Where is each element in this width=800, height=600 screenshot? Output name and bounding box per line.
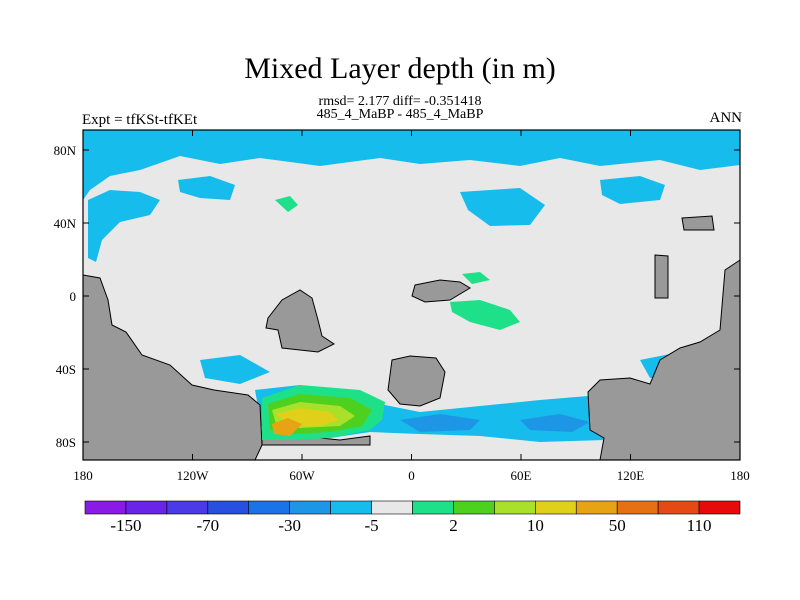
plot-title: Mixed Layer depth (in m) <box>244 52 556 85</box>
lat-tick-label: 0 <box>70 289 77 304</box>
lon-tick-label: 180 <box>730 468 750 483</box>
south-west-patch <box>200 355 270 384</box>
colorbar <box>84 500 741 515</box>
colorbar-swatch <box>453 500 495 515</box>
colorbar-label: 10 <box>526 516 544 535</box>
north-pacific-patch <box>178 176 235 200</box>
north-green-spot <box>275 196 298 212</box>
equatorial-island <box>411 279 471 303</box>
lat-tick-label: 80S <box>56 435 76 450</box>
colorbar-label: 2 <box>449 516 458 535</box>
colorbar-swatch <box>289 500 331 515</box>
subtitle: 485_4_MaBP - 485_4_MaBP <box>316 107 484 122</box>
land-masses <box>82 215 741 461</box>
lon-tick-label: 120E <box>617 468 645 483</box>
green-regions <box>275 196 520 330</box>
colorbar-swatch <box>535 500 577 515</box>
colorbar-swatch <box>698 500 741 515</box>
season-label: ANN <box>709 110 743 126</box>
ne-island <box>681 215 715 231</box>
colorbar-swatch <box>494 500 536 515</box>
central-island <box>265 289 335 353</box>
lat-tick-label: 40N <box>54 216 77 231</box>
southern-island <box>387 355 446 407</box>
stats-block: rmsd= 2.177 diff= -0.351418 485_4_MaBP -… <box>0 94 800 122</box>
lon-tick-label: 60W <box>289 468 315 483</box>
southern-blue <box>400 414 590 432</box>
north-atlantic-arm <box>88 190 160 262</box>
colorbar-swatch <box>166 500 209 515</box>
mid-north-patch <box>460 188 545 226</box>
lat-tick-label: 80N <box>54 143 77 158</box>
lon-tick-label: 60E <box>511 468 532 483</box>
colorbar-label: -70 <box>196 516 220 535</box>
colorbar-swatch <box>412 500 454 515</box>
lat-tick-label: 40S <box>56 362 76 377</box>
experiment-label: Expt = tfKSt-tfKEt <box>82 112 198 128</box>
colorbar-swatch <box>575 500 618 515</box>
colorbar-label: 110 <box>686 516 712 535</box>
colorbar-label: -30 <box>278 516 302 535</box>
east-continent <box>587 259 741 461</box>
southern-hotspot <box>262 385 385 440</box>
colorbar-label: 50 <box>608 516 626 535</box>
colorbar-swatch <box>207 500 250 515</box>
latitude-axis: 80N 40N 0 40S 80S <box>54 143 740 450</box>
longitude-axis: 180 120W 60W 0 60E 120E 180 <box>73 130 750 483</box>
west-continent <box>82 274 263 461</box>
east-patch <box>600 176 665 204</box>
colorbar-swatch <box>125 500 168 515</box>
eq-green-small <box>462 272 490 284</box>
lon-tick-label: 180 <box>73 468 93 483</box>
colorbar-swatch <box>657 500 700 515</box>
colorbar-label: -150 <box>110 516 142 535</box>
lon-tick-label: 0 <box>408 468 415 483</box>
colorbar-swatch <box>616 500 659 515</box>
lon-tick-label: 120W <box>177 468 210 483</box>
colorbar-swatch <box>371 500 413 515</box>
colorbar-swatch <box>248 500 290 515</box>
arctic-band <box>83 130 740 200</box>
colorbar-swatch <box>84 500 127 515</box>
colorbar-swatch <box>330 500 372 515</box>
equatorial-green <box>450 300 520 330</box>
colorbar-label: -5 <box>364 516 379 535</box>
eastern-strip <box>654 254 669 299</box>
stats-line: rmsd= 2.177 diff= -0.351418 <box>318 94 482 109</box>
